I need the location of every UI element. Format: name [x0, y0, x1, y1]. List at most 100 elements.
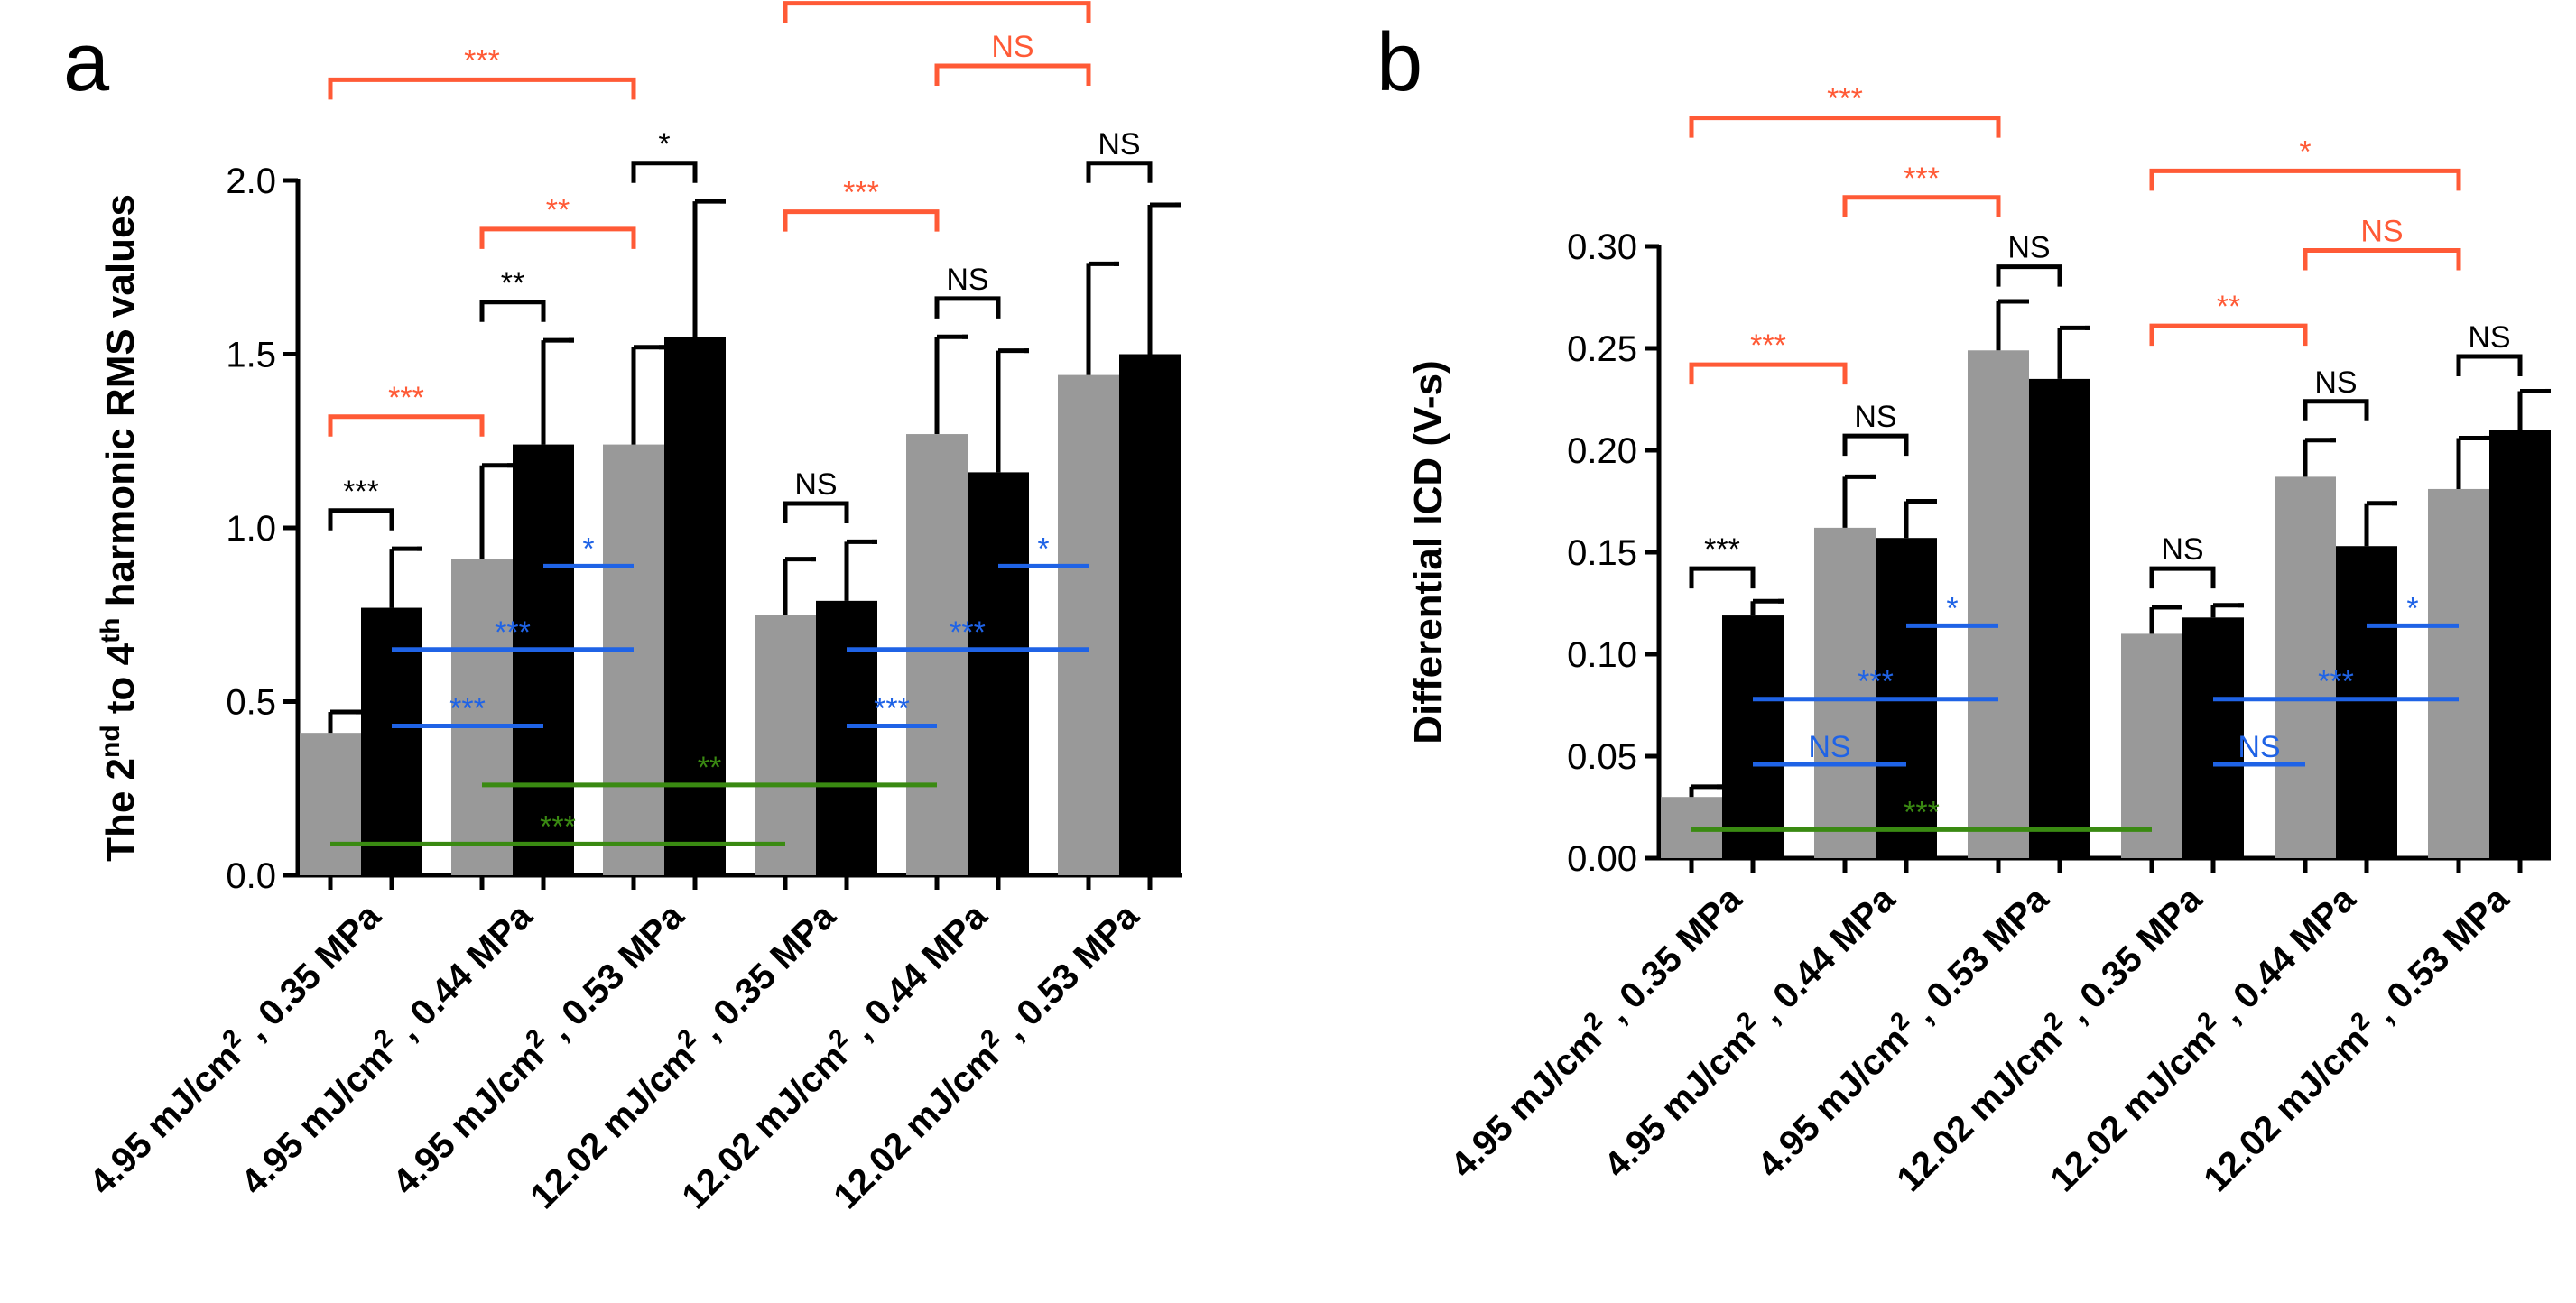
comparison-label: *** — [1904, 795, 1940, 829]
x-tick-label-pressure: , 0.35 MPa — [685, 896, 844, 1055]
bar — [2182, 617, 2244, 858]
significance-bracket — [2149, 323, 2308, 347]
significance-label: NS — [2314, 365, 2357, 400]
y-tick-label: 0.10 — [1567, 635, 1637, 675]
y-axis-label: Differential ICD (V-s) — [1406, 360, 1450, 744]
x-tick-label-pressure: , 0.44 MPa — [837, 896, 996, 1055]
y-tick-label: 1.5 — [226, 336, 276, 375]
significance-bracket — [1086, 161, 1153, 183]
significance-label: * — [658, 127, 670, 162]
bar — [513, 444, 574, 875]
significance-bracket — [328, 77, 636, 100]
y-tick-label: 0.00 — [1567, 839, 1637, 879]
significance-label: ** — [501, 266, 524, 300]
x-tick-label: 4.95 mJ/cm2 , 0.53 MPa — [1747, 875, 2057, 1186]
x-tick-label-pressure: , 0.53 MPa — [533, 896, 692, 1055]
significance-bracket — [2303, 399, 2369, 421]
significance-label: ** — [546, 193, 570, 227]
significance-label: NS — [1854, 400, 1896, 434]
x-tick-label-pressure: , 0.44 MPa — [2205, 879, 2364, 1038]
significance-bracket — [479, 300, 546, 322]
significance-label: ** — [2217, 290, 2240, 324]
bar — [451, 559, 513, 875]
significance-bracket — [934, 296, 1001, 319]
x-tick-label: 4.95 mJ/cm2 , 0.53 MPa — [382, 892, 692, 1203]
significance-label: *** — [464, 43, 500, 78]
comparison-label: *** — [2318, 665, 2354, 699]
bar — [603, 444, 664, 875]
bar — [2336, 546, 2397, 858]
significance-bracket — [631, 161, 698, 183]
significance-bracket — [2149, 168, 2461, 191]
bar — [2029, 378, 2090, 858]
x-tick-label: 4.95 mJ/cm2 , 0.44 MPa — [1593, 875, 1904, 1186]
x-tick-label: 12.02 mJ/cm2 , 0.53 MPa — [822, 892, 1146, 1216]
significance-label: NS — [946, 263, 988, 297]
significance-bracket — [1689, 116, 2001, 138]
x-tick-label-pressure: , 0.53 MPa — [2358, 879, 2517, 1038]
bar — [664, 337, 726, 875]
bar — [1722, 615, 1784, 858]
significance-bracket — [2456, 354, 2523, 377]
panel-label-a: a — [63, 16, 110, 108]
significance-label: *** — [919, 0, 955, 2]
y-tick-label: 0.05 — [1567, 737, 1637, 777]
comparison-label: *** — [540, 809, 576, 844]
y-tick-label: 2.0 — [226, 162, 276, 201]
bar — [1119, 354, 1181, 875]
significance-label: NS — [794, 467, 837, 502]
panel-label-b: b — [1376, 16, 1422, 108]
bar — [968, 472, 1029, 875]
x-tick-label-fluence: 4.95 mJ/cm — [1750, 1020, 1916, 1186]
y-axis-label-sup: nd — [96, 725, 125, 758]
y-axis-label-part: to 4 — [98, 642, 143, 725]
y-tick-label: 0.25 — [1567, 329, 1637, 369]
x-tick-label: 4.95 mJ/cm2 , 0.35 MPa — [79, 892, 389, 1203]
y-tick-label: 0.5 — [226, 683, 276, 723]
comparison-label: *** — [449, 691, 486, 725]
chart-b: 0.00 0.05 0.10 0.15 0.20 0.25 0.30 Differential… — [1406, 82, 2551, 1199]
x-tick-label-fluence: 4.95 mJ/cm — [234, 1037, 400, 1203]
significance-bracket — [479, 226, 636, 249]
x-tick-label-pressure: , 0.53 MPa — [988, 896, 1147, 1055]
bar — [906, 434, 968, 875]
bar — [361, 607, 422, 875]
significance-bracket — [1842, 195, 2001, 217]
bar — [1968, 350, 2029, 858]
x-tick-label-pressure: , 0.44 MPa — [382, 896, 541, 1055]
comparison-label: *** — [1858, 665, 1894, 699]
y-tick-label: 1.0 — [226, 509, 276, 549]
y-axis-label: The 2nd to 4th harmonic RMS values — [96, 194, 144, 862]
x-tick-label-fluence: 12.02 mJ/cm — [2043, 1020, 2222, 1199]
comparison-label: *** — [950, 615, 986, 650]
x-tick-label-pressure: , 0.53 MPa — [1898, 879, 2057, 1038]
bar — [755, 615, 816, 875]
x-tick-label: 12.02 mJ/cm2 , 0.35 MPa — [1886, 875, 2210, 1199]
significance-label: *** — [343, 475, 379, 509]
significance-bracket — [1689, 566, 1756, 589]
significance-label: *** — [1704, 532, 1740, 567]
significance-bracket — [934, 63, 1091, 86]
x-tick-label-fluence: 12.02 mJ/cm — [2196, 1020, 2376, 1199]
significance-label: NS — [2161, 532, 2203, 567]
x-tick-label-fluence: 4.95 mJ/cm — [1597, 1020, 1763, 1186]
bar — [300, 733, 361, 875]
bar — [2428, 488, 2489, 858]
significance-label: *** — [1827, 82, 1863, 116]
x-tick-label: 12.02 mJ/cm2 , 0.44 MPa — [2039, 875, 2363, 1199]
comparison-label: * — [1037, 531, 1049, 566]
significance-label: NS — [1098, 127, 1140, 162]
y-axis-label-part: harmonic RMS values — [98, 194, 143, 617]
significance-label: *** — [388, 381, 424, 415]
y-tick-label: 0.20 — [1567, 431, 1637, 471]
significance-label: NS — [2360, 215, 2403, 249]
significance-label: *** — [843, 176, 879, 210]
x-tick-label: 4.95 mJ/cm2 , 0.35 MPa — [1440, 875, 1750, 1186]
significance-bracket — [328, 414, 485, 437]
y-axis-label-part: Differential ICD (V-s) — [1406, 360, 1450, 744]
significance-label: * — [2299, 134, 2311, 169]
comparison-label: * — [582, 531, 594, 566]
comparison-label: *** — [874, 691, 910, 725]
significance-label: *** — [1750, 328, 1786, 363]
